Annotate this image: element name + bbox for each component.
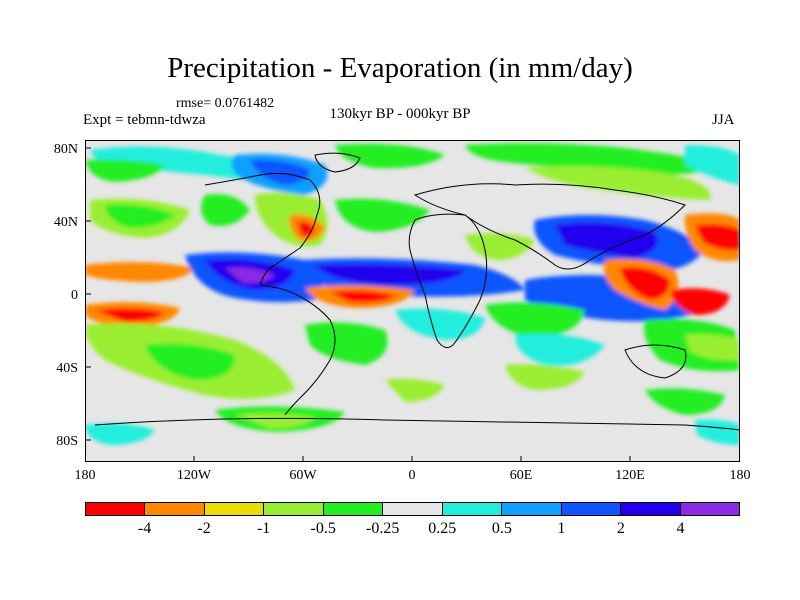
colorbar-swatch-0 [86,503,146,515]
map-title: Precipitation - Evaporation (in mm/day) [167,52,633,84]
colorbar-swatch-9 [621,503,681,515]
colorbar-label-7: 1 [557,520,566,537]
map-panel [85,140,740,462]
colorbar-label-3: -0.5 [310,520,336,537]
colorbar-swatch-4 [323,503,384,515]
field-blobs [85,143,740,445]
lat-label-0: 0 [71,288,78,303]
colorbar-label-8: 2 [616,520,625,537]
map-field [85,140,740,462]
lon-label-120e: 120E [615,468,645,483]
colorbar-label-6: 0.5 [491,520,512,537]
colorbar-label-1: -2 [197,520,211,537]
colorbar-label-2: -1 [256,520,271,537]
colorbar-label-9: 4 [676,520,685,537]
lon-label-120w: 120W [176,468,212,483]
rmse-label: rmse= 0.0761482 [176,96,275,111]
lon-label-180e: 180 [729,468,751,483]
colorbar [85,502,740,516]
map-ticks [85,147,631,462]
season-label: JJA [712,112,735,128]
colorbar-swatch-6 [442,503,503,515]
colorbar-swatch-7 [502,503,562,515]
lon-label-60e: 60E [509,468,533,483]
colorbar-label-0: -4 [137,520,152,537]
lat-label-40s: 40S [56,361,78,376]
lon-label-0: 0 [408,468,416,483]
colorbar-swatch-10 [680,503,739,515]
colorbar-label-5: 0.25 [428,520,457,537]
colorbar-swatch-5 [383,503,443,515]
colorbar-swatch-8 [561,503,622,515]
colorbar-swatch-2 [204,503,265,515]
period-label: 130kyr BP - 000kyr BP [329,106,471,122]
colorbar-swatch-3 [264,503,324,515]
lat-label-80n: 80N [53,142,78,157]
lon-label-60w: 60W [289,468,317,483]
experiment-label: Expt = tebmn-tdwza [83,112,206,128]
lat-label-40n: 40N [53,215,78,230]
colorbar-swatch-1 [145,503,205,515]
lon-label-180w: 180 [74,468,96,483]
coastlines [94,152,740,431]
lat-label-80s: 80S [56,434,78,449]
colorbar-label-4: -0.25 [366,520,400,537]
